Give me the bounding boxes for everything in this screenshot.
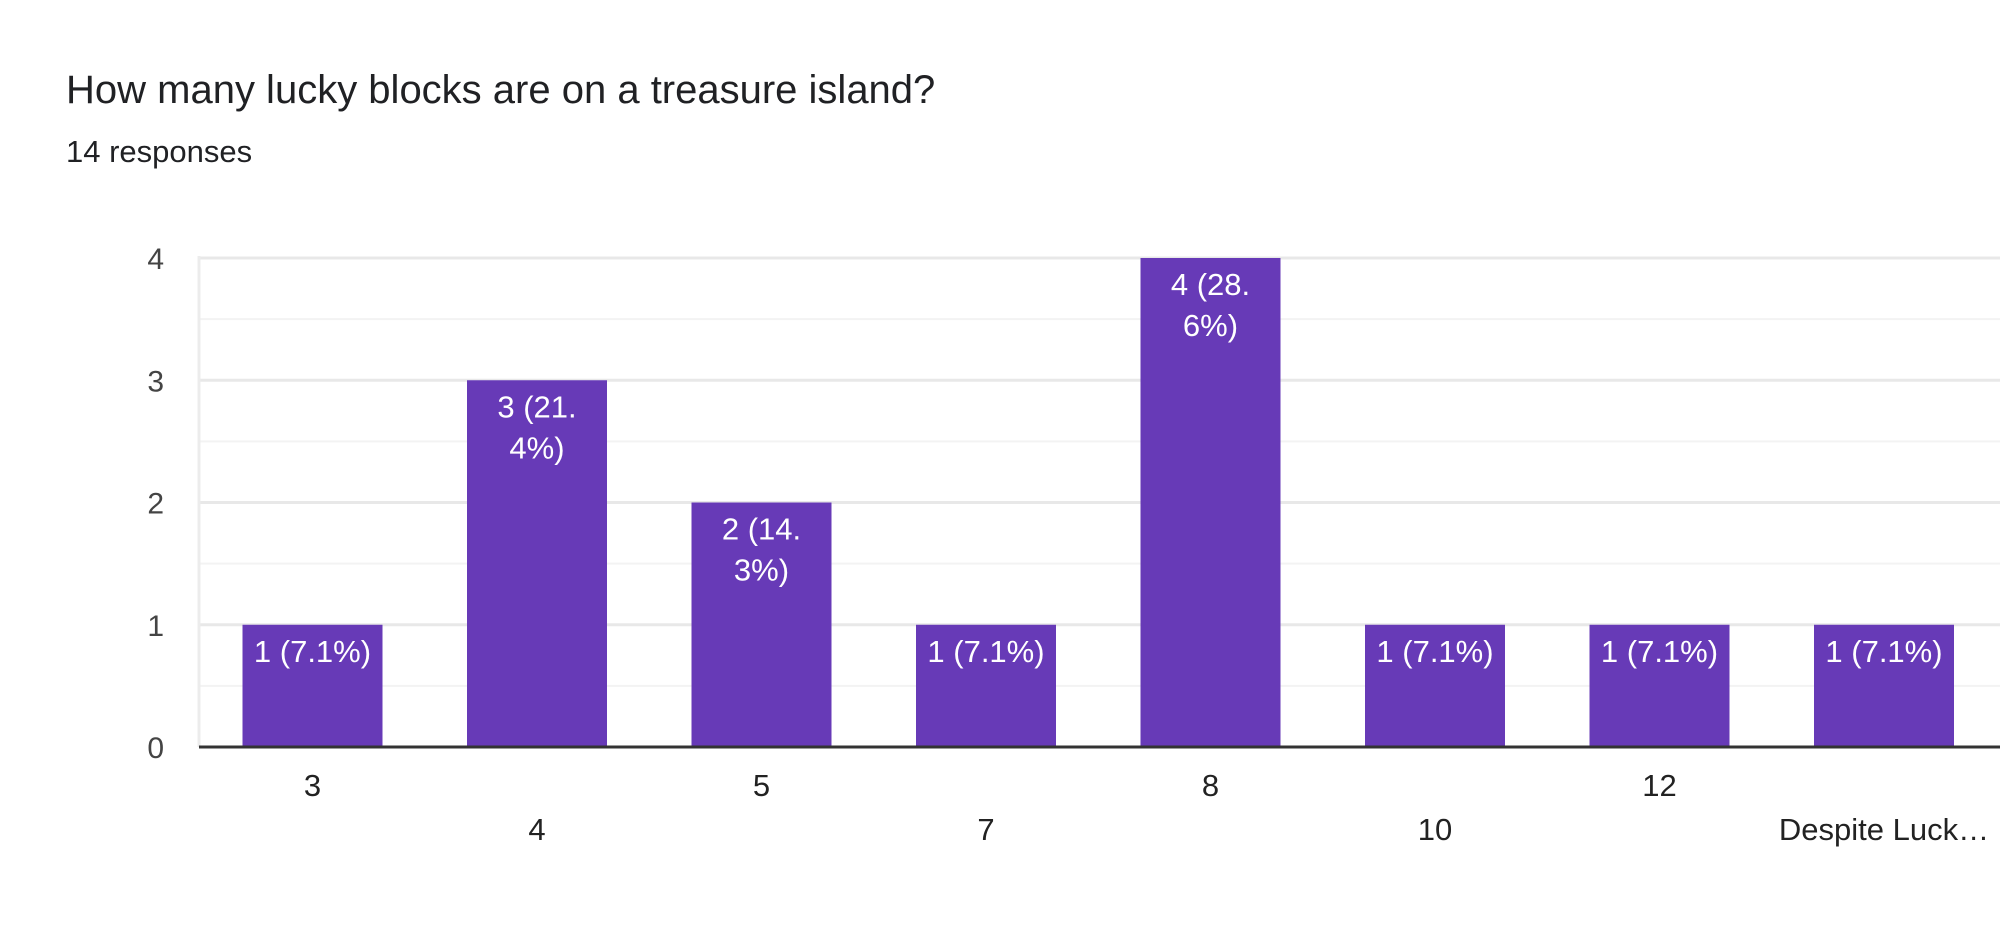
bar	[916, 624, 1056, 747]
x-tick-label: 3	[304, 768, 321, 803]
response-count: 14 responses	[66, 134, 253, 169]
bar	[467, 380, 607, 747]
x-tick-label: 5	[753, 768, 770, 803]
y-tick-label: 1	[147, 610, 164, 643]
bar-data-label: 1 (7.1%)	[1601, 634, 1718, 669]
y-tick-label: 0	[147, 732, 164, 765]
bar-data-label: 3%)	[734, 553, 789, 588]
chart-title: How many lucky blocks are on a treasure …	[66, 68, 936, 112]
bar-data-label: 1 (7.1%)	[1376, 634, 1493, 669]
bar	[242, 624, 383, 747]
bar-data-label: 1 (7.1%)	[1825, 634, 1942, 669]
bar	[1814, 624, 1954, 747]
bar-data-label: 3 (21.	[497, 389, 576, 424]
bar-data-label: 4 (28.	[1171, 267, 1250, 302]
bar-data-label: 2 (14.	[722, 512, 801, 547]
y-tick-label: 3	[147, 365, 164, 398]
bar-data-label: 1 (7.1%)	[927, 634, 1044, 669]
x-tick-label: 10	[1418, 812, 1452, 847]
bar-data-label: 6%)	[1183, 308, 1238, 343]
bar	[1589, 624, 1730, 747]
x-tick-label: Despite Luck…	[1779, 812, 1989, 847]
bar	[691, 502, 832, 747]
bar	[1365, 624, 1505, 747]
bar-data-label: 4%)	[509, 430, 564, 465]
bar-data-label: 1 (7.1%)	[254, 634, 371, 669]
y-tick-label: 4	[147, 243, 164, 276]
x-tick-label: 7	[977, 812, 994, 847]
x-tick-label: 8	[1202, 768, 1219, 803]
x-tick-label: 12	[1642, 768, 1676, 803]
bar	[1140, 258, 1281, 747]
x-tick-label: 4	[528, 812, 545, 847]
y-tick-label: 2	[147, 488, 164, 521]
